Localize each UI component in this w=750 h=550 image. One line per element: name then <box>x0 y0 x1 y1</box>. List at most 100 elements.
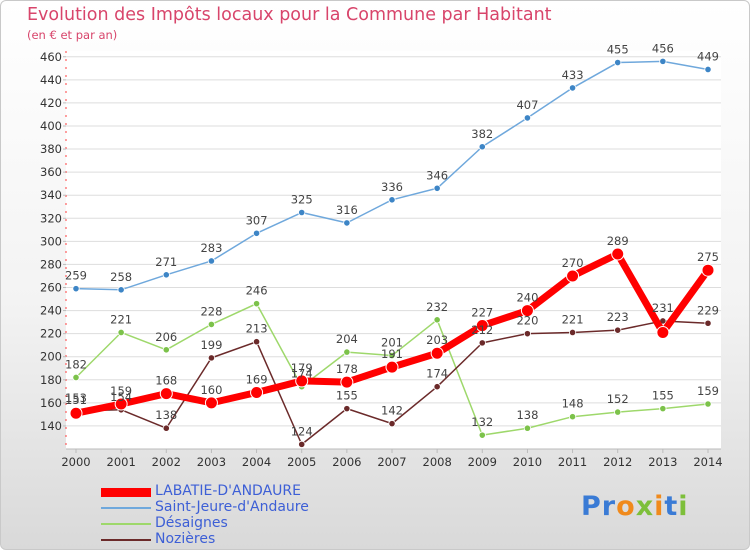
data-point <box>430 346 444 360</box>
data-point <box>295 374 309 388</box>
data-label: 283 <box>200 241 222 255</box>
y-tick-label: 260 <box>40 280 62 294</box>
logo-letter: t <box>664 491 679 522</box>
y-tick-label: 140 <box>40 419 62 433</box>
data-label: 178 <box>336 362 358 376</box>
data-label: 138 <box>516 408 538 422</box>
y-tick-label: 200 <box>40 350 62 364</box>
data-label: 151 <box>65 393 87 407</box>
data-label: 203 <box>426 333 448 347</box>
y-tick-label: 420 <box>40 96 62 110</box>
x-tick-label: 2006 <box>332 455 361 469</box>
data-label: 155 <box>652 389 674 403</box>
data-point <box>388 351 396 360</box>
plot-area <box>66 51 721 449</box>
data-label: 259 <box>65 269 87 283</box>
legend-swatch <box>101 539 151 541</box>
data-point <box>656 325 670 339</box>
data-point <box>343 405 351 413</box>
y-tick-label: 160 <box>40 396 62 410</box>
data-label: 449 <box>697 49 719 63</box>
data-point <box>252 338 261 346</box>
data-point <box>207 320 216 329</box>
x-tick-label: 2004 <box>242 455 271 469</box>
legend-swatch <box>101 507 151 509</box>
legend-label: Nozières <box>155 531 216 547</box>
x-tick-label: 2011 <box>558 455 587 469</box>
data-point <box>162 271 170 279</box>
data-label: 307 <box>246 213 268 227</box>
y-tick-label: 380 <box>40 142 62 156</box>
data-label: 382 <box>471 127 493 141</box>
data-label: 159 <box>697 384 719 398</box>
x-tick-label: 2010 <box>513 455 542 469</box>
data-label: 455 <box>607 43 629 57</box>
data-point <box>523 114 532 122</box>
y-tick-label: 180 <box>40 373 62 387</box>
logo-letter: x <box>635 491 655 522</box>
data-point <box>250 385 264 399</box>
data-label: 221 <box>110 312 132 326</box>
data-label: 229 <box>697 303 719 317</box>
data-point <box>72 285 80 293</box>
data-label: 191 <box>381 347 403 361</box>
logo-letter: i <box>678 491 689 522</box>
data-point <box>433 184 441 192</box>
data-label: 159 <box>110 384 132 398</box>
data-point <box>523 424 532 432</box>
data-label: 201 <box>381 336 403 350</box>
data-point <box>614 58 622 67</box>
data-label: 223 <box>607 310 629 324</box>
data-label: 206 <box>155 330 177 344</box>
data-label: 407 <box>516 98 538 112</box>
y-tick-label: 280 <box>40 257 62 271</box>
data-point <box>478 339 486 347</box>
x-tick-label: 2005 <box>287 455 316 469</box>
data-point <box>162 346 170 354</box>
data-point <box>343 348 351 356</box>
logo-letter: o <box>616 491 636 522</box>
data-point <box>478 143 486 151</box>
y-tick-label: 240 <box>40 304 62 318</box>
data-label: 227 <box>471 306 493 320</box>
data-point <box>298 440 306 448</box>
data-point <box>475 319 489 333</box>
data-label: 138 <box>155 408 177 422</box>
data-point <box>611 247 625 261</box>
data-label: 152 <box>607 392 629 406</box>
y-tick-label: 320 <box>40 211 62 225</box>
data-label: 220 <box>516 314 538 328</box>
logo-letter: i <box>654 491 665 522</box>
data-point <box>701 263 715 277</box>
data-point <box>568 413 577 421</box>
data-label: 153 <box>65 391 87 405</box>
data-point <box>614 408 622 416</box>
data-label: 258 <box>110 270 132 284</box>
data-point <box>252 229 261 237</box>
data-point <box>478 431 486 439</box>
data-label: 270 <box>562 256 584 270</box>
y-tick-label: 340 <box>40 188 62 202</box>
data-label: 148 <box>562 397 584 411</box>
data-label: 155 <box>336 389 358 403</box>
data-label: 325 <box>291 193 313 207</box>
data-label: 336 <box>381 180 403 194</box>
data-point <box>340 375 354 389</box>
data-label: 316 <box>336 203 358 217</box>
data-point <box>388 420 396 428</box>
data-point <box>659 405 667 413</box>
x-tick-label: 2001 <box>107 455 136 469</box>
data-point <box>523 330 532 338</box>
data-point <box>69 406 83 420</box>
data-point <box>114 397 128 411</box>
data-point <box>385 360 399 374</box>
data-point <box>298 208 306 217</box>
x-tick-label: 2003 <box>197 455 226 469</box>
data-point <box>204 396 218 410</box>
data-point <box>117 286 125 294</box>
data-label: 271 <box>155 255 177 269</box>
data-label: 246 <box>246 284 268 298</box>
data-label: 174 <box>291 367 313 381</box>
data-label: 132 <box>471 415 493 429</box>
data-label: 169 <box>246 372 268 386</box>
